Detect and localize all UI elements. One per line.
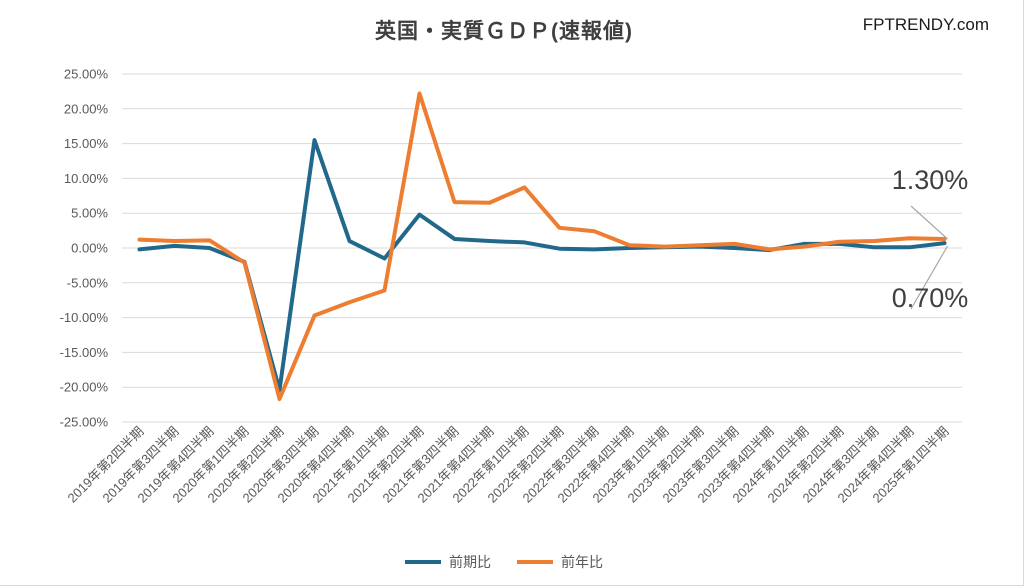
y-axis-tick-label: 5.00% <box>71 206 108 221</box>
y-axis-tick-label: 10.00% <box>64 171 109 186</box>
y-axis-tick-label: 25.00% <box>64 67 109 82</box>
chart-legend: 前期比 前年比 <box>0 552 1009 572</box>
legend-item-yoy: 前年比 <box>517 552 603 572</box>
y-axis-tick-label: -25.00% <box>60 415 109 430</box>
legend-label-qoq: 前期比 <box>449 554 491 570</box>
series-line-yoy <box>137 91 947 402</box>
legend-item-qoq: 前期比 <box>405 552 491 572</box>
yoy-line-swatch-icon <box>517 560 553 564</box>
y-axis-tick-label: 20.00% <box>64 101 109 116</box>
watermark: FPTRENDY.com <box>862 15 989 34</box>
leader-line-yoy <box>910 205 948 240</box>
qoq-line-swatch-icon <box>405 560 441 564</box>
annotation-qoq-latest: 0.70% <box>891 283 969 313</box>
y-axis-tick-label: 0.00% <box>71 241 108 256</box>
y-axis-tick-label: -20.00% <box>60 380 109 395</box>
chart-title: 英国・実質ＧＤＰ(速報値) <box>375 20 633 43</box>
y-axis-tick-label: -5.00% <box>67 275 109 290</box>
annotation-yoy-latest: 1.30% <box>891 165 969 195</box>
y-axis-tick-label: 15.00% <box>64 136 109 151</box>
y-axis-tick-label: -10.00% <box>60 310 109 325</box>
y-axis-tick-label: -15.00% <box>60 345 109 360</box>
leader-line-qoq <box>910 245 949 310</box>
legend-label-yoy: 前年比 <box>561 554 603 570</box>
